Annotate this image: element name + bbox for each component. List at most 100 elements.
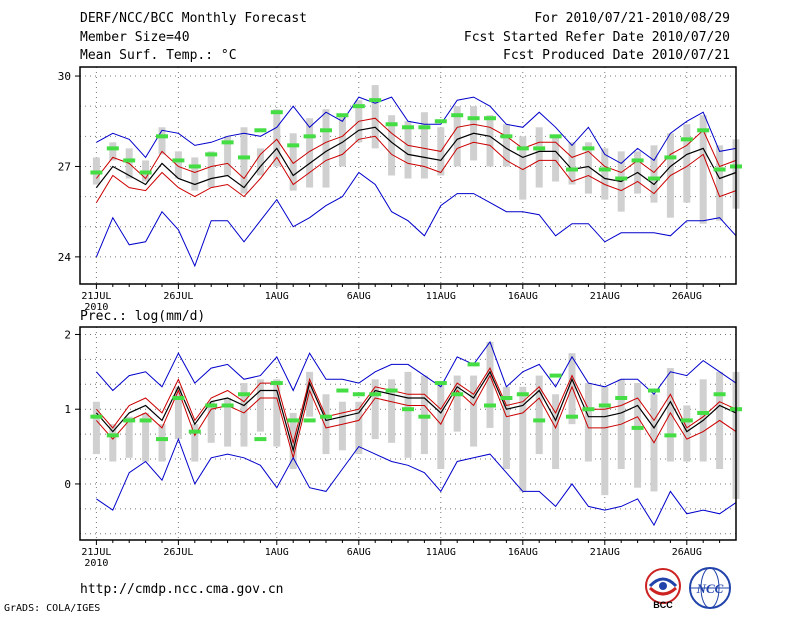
temp-obs-marker [172, 158, 185, 163]
temp-xtick-label: 21AUG [590, 291, 620, 302]
precip-ensemble-box [92, 401, 100, 455]
precip-xtick-label: 26AUG [672, 547, 702, 558]
precip-obs-marker [533, 418, 546, 423]
precip-ensemble-box [568, 353, 576, 425]
precip-obs-marker [451, 392, 464, 397]
temp-obs-marker [549, 134, 562, 139]
temp-obs-marker [320, 128, 332, 133]
temp-obs-marker [254, 128, 267, 133]
precip-ytick-label: 0 [64, 478, 71, 491]
precip-ensemble-box [502, 386, 510, 469]
member-size: Member Size=40 [80, 30, 190, 45]
temp-obs-marker [484, 116, 496, 121]
precip-obs-marker [221, 403, 234, 408]
precip-ensemble-box [109, 424, 117, 462]
precip-obs-marker [516, 392, 529, 397]
temp-ensemble-box [535, 127, 543, 188]
temp-obs-marker [385, 122, 398, 127]
temp-obs-marker [598, 167, 611, 172]
temp-obs-marker [680, 137, 693, 142]
temp-ensemble-box [552, 136, 560, 182]
precip-ytick-label: 2 [64, 328, 71, 341]
precip-ensemble-box [371, 379, 379, 440]
temp-ensemble-box [174, 151, 182, 179]
precip-ensemble-box [486, 341, 494, 428]
temp-ensemble-box [207, 151, 215, 188]
precip-obs-marker [582, 407, 595, 412]
bcc-logo-text: BCC [653, 600, 673, 610]
temp-ensemble-box [420, 112, 428, 179]
temp-obs-marker [238, 155, 250, 160]
precip-ensemble-box [388, 379, 396, 443]
precip-ensemble-box [142, 412, 150, 462]
precip-xtick-label: 26JUL [163, 547, 193, 558]
temp-series-max [96, 96, 737, 165]
precip-ensemble-box [355, 401, 363, 455]
temp-ensemble-box [699, 115, 707, 224]
ncc-logo: NCC [689, 567, 731, 609]
temp-obs-marker [697, 128, 710, 133]
precip-ensemble-box [273, 379, 281, 447]
precip-series-lower [96, 374, 737, 460]
chart-title: DERF/NCC/BCC Monthly Forecast [80, 11, 307, 26]
temp-series-upper [96, 117, 737, 180]
precip-series-mean [95, 370, 737, 453]
temp-obs-marker [615, 176, 628, 181]
precip-ensemble-box [584, 383, 592, 462]
precip-obs-marker [287, 418, 300, 423]
precip-ensemble-box [535, 375, 543, 455]
temp-ensemble-box [502, 124, 510, 167]
precip-obs-marker [369, 392, 382, 397]
temp-ensemble-box [601, 148, 609, 200]
precip-obs-marker [270, 381, 283, 386]
temp-ytick-label: 24 [58, 251, 72, 264]
temp-ensemble-box [322, 109, 330, 188]
precip-ensemble-box [552, 394, 560, 469]
temp-xtick-label: 26AUG [672, 291, 702, 302]
grads-credit: GrADS: COLA/IGES [4, 603, 101, 614]
precip-obs-marker [106, 433, 119, 438]
temp-obs-marker [418, 125, 431, 130]
precip-ytick-label: 1 [64, 403, 71, 416]
precip-ensemble-box [453, 375, 461, 432]
precip-chart-title: Prec.: log(mm/d) [80, 309, 206, 324]
temp-ensemble-box [486, 115, 494, 167]
temp-ytick-label: 27 [58, 160, 71, 173]
temp-obs-marker [336, 113, 349, 118]
temp-ensemble-box [289, 133, 297, 191]
precip-ensemble-box [404, 371, 412, 458]
temp-ensemble-box [338, 115, 346, 167]
precip-obs-marker [484, 403, 496, 408]
temp-obs-marker [500, 134, 513, 139]
precip-obs-marker [188, 429, 201, 434]
precip-ensemble-box [683, 405, 691, 462]
precip-obs-marker [664, 433, 677, 438]
temp-xyear-label: 2010 [84, 302, 108, 313]
forecast-start-date: Fcst Started Refer Date 2010/07/20 [463, 30, 730, 45]
variable-label: Mean Surf. Temp.: °C [80, 48, 237, 63]
temp-ensemble-box [371, 85, 379, 149]
temp-ensemble-box [224, 136, 232, 176]
temp-series-mean [95, 126, 737, 189]
precip-xtick-label: 21AUG [590, 547, 620, 558]
temp-ensemble-box [683, 124, 691, 203]
temp-obs-marker [631, 158, 644, 163]
temp-obs-marker [516, 146, 529, 151]
temp-ensemble-box [388, 115, 396, 176]
precip-obs-marker [631, 425, 644, 430]
temp-xtick-label: 26JUL [163, 291, 193, 302]
precip-obs-marker [402, 407, 414, 412]
precip-obs-marker [697, 410, 710, 415]
precip-obs-marker [205, 403, 218, 408]
temp-ensemble-box [273, 109, 281, 167]
precip-obs-marker [500, 396, 513, 400]
precip-xyear-label: 2010 [84, 558, 108, 569]
temp-obs-marker [582, 146, 595, 151]
source-url[interactable]: http://cmdp.ncc.cma.gov.cn [80, 582, 284, 597]
temp-obs-marker [188, 164, 201, 169]
precip-obs-marker [254, 437, 267, 442]
precip-obs-marker [680, 418, 693, 423]
temp-xtick-label: 21JUL [81, 291, 111, 302]
temp-obs-marker [287, 143, 300, 148]
temp-obs-marker [648, 176, 660, 181]
